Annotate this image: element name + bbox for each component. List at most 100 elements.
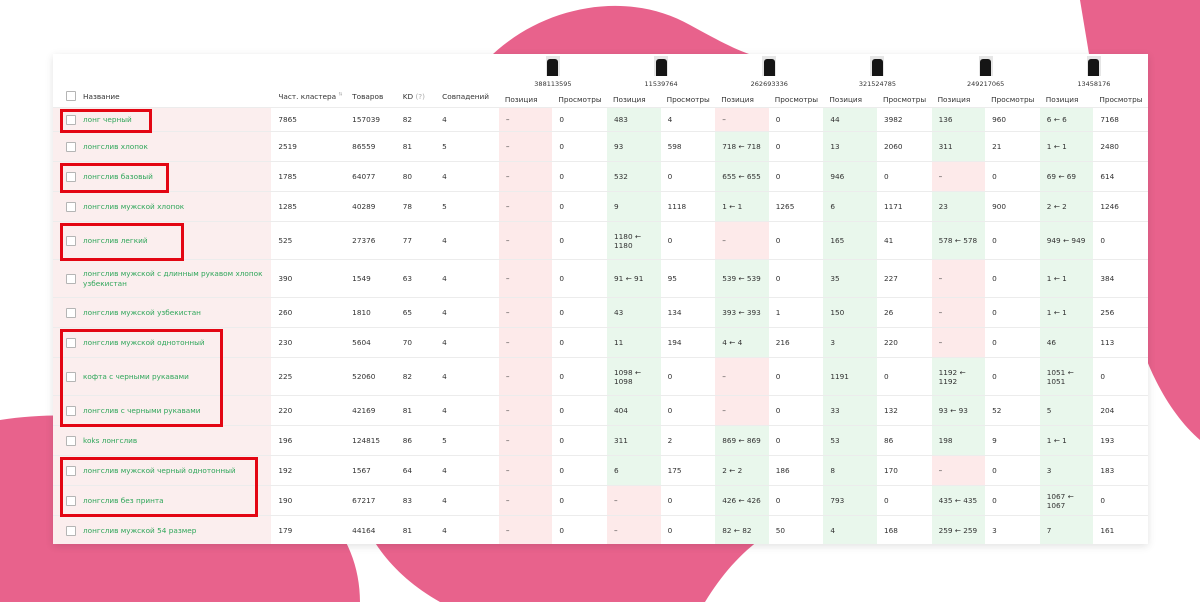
column-header-position[interactable]: Позиция [1039, 92, 1094, 108]
keyword-cell[interactable]: лонгслив базовый [53, 161, 272, 192]
column-header-freq[interactable]: Част. кластера ⇅ [271, 54, 346, 108]
column-header-kd[interactable]: KD (?) [395, 54, 436, 108]
views-cell: 0 [768, 221, 824, 260]
row-checkbox[interactable] [66, 405, 76, 416]
keyword-cell[interactable]: лонгслив мужской хлопок [53, 191, 272, 222]
product-id[interactable]: 13458176 [1077, 80, 1111, 88]
column-header-position[interactable]: Позиция [823, 92, 877, 108]
product-header[interactable]: 321524785 [823, 54, 931, 92]
row-checkbox[interactable] [66, 495, 76, 506]
keyword-cell[interactable]: лонг черный [53, 107, 272, 132]
goods-cell: 5604 [345, 327, 396, 358]
column-header-name-label: Название [83, 91, 120, 101]
position-cell: – [498, 485, 553, 516]
position-cell: 43 [607, 297, 661, 328]
product-thumbnail[interactable] [654, 56, 669, 76]
kd-help-icon[interactable]: (?) [415, 92, 426, 101]
keyword-link[interactable]: лонгслив легкий [83, 235, 148, 245]
keyword-link[interactable]: koks лонгслив [83, 435, 138, 445]
product-header[interactable]: 388113595 [499, 54, 607, 92]
row-checkbox[interactable] [66, 337, 76, 348]
column-header-goods[interactable]: Товаров [345, 54, 396, 108]
column-header-views[interactable]: Просмотры [552, 92, 608, 108]
position-cell: 93 [607, 131, 661, 162]
keyword-cell[interactable]: лонгслив мужской однотонный [53, 327, 272, 358]
views-cell: 50 [768, 515, 824, 544]
row-checkbox[interactable] [66, 307, 76, 318]
row-checkbox[interactable] [66, 435, 76, 446]
keyword-link[interactable]: лонгслив мужской с длинным рукавом хлопо… [83, 268, 263, 288]
keyword-link[interactable]: лонгслив хлопок [83, 141, 148, 151]
product-header[interactable]: 13458176 [1040, 54, 1148, 92]
row-checkbox[interactable] [66, 525, 76, 536]
column-header-name[interactable]: Название [53, 54, 272, 108]
keyword-link[interactable]: лонгслив базовый [83, 171, 153, 181]
keyword-link[interactable]: лонгслив мужской хлопок [83, 201, 185, 211]
column-header-position[interactable]: Позиция [607, 92, 661, 108]
product-thumbnail[interactable] [978, 56, 993, 76]
keyword-link[interactable]: лонгслив мужской 54 размер [83, 525, 197, 535]
position-cell: 655 ← 655 [715, 161, 769, 192]
product-header[interactable]: 262693336 [715, 54, 823, 92]
row-checkbox[interactable] [66, 273, 76, 284]
row-checkbox[interactable] [66, 114, 76, 125]
keyword-cell[interactable]: лонгслив мужской узбекистан [53, 297, 272, 328]
column-header-views[interactable]: Просмотры [985, 92, 1040, 108]
keyword-link[interactable]: лонгслив мужской черный однотонный [83, 465, 236, 475]
product-thumbnail[interactable] [545, 56, 560, 76]
product-header[interactable]: 249217065 [932, 54, 1040, 92]
views-cell: 0 [985, 327, 1040, 358]
views-cell: 3 [985, 515, 1040, 544]
product-header[interactable]: 11539764 [607, 54, 715, 92]
matches-cell: 5 [435, 191, 499, 222]
column-header-position[interactable]: Позиция [498, 92, 553, 108]
position-cell: 532 [607, 161, 661, 192]
goods-cell: 124815 [345, 425, 396, 456]
keyword-cell[interactable]: лонгслив мужской 54 размер [53, 515, 272, 544]
keyword-cell[interactable]: лонгслив легкий [53, 221, 272, 260]
row-checkbox[interactable] [66, 465, 76, 476]
product-thumbnail[interactable] [870, 56, 885, 76]
views-cell: 168 [876, 515, 932, 544]
column-header-position[interactable]: Позиция [931, 92, 986, 108]
product-id[interactable]: 388113595 [534, 80, 572, 88]
product-header-content: 13458176 [1040, 54, 1148, 88]
keyword-cell-content: лонгслив мужской черный однотонный [66, 465, 271, 476]
product-id[interactable]: 262693336 [750, 80, 788, 88]
row-checkbox[interactable] [66, 371, 76, 382]
product-id[interactable]: 11539764 [644, 80, 678, 88]
column-header-views[interactable]: Просмотры [660, 92, 716, 108]
keyword-link[interactable]: лонгслив мужской узбекистан [83, 307, 201, 317]
column-header-position[interactable]: Позиция [715, 92, 769, 108]
views-cell: 614 [1093, 161, 1148, 192]
views-cell: 41 [876, 221, 932, 260]
row-checkbox[interactable] [66, 235, 76, 246]
sort-icon[interactable]: ⇅ [338, 92, 343, 98]
column-header-matches[interactable]: Совпадений [435, 54, 499, 108]
product-id[interactable]: 249217065 [967, 80, 1005, 88]
column-header-views[interactable]: Просмотры [768, 92, 824, 108]
keyword-cell[interactable]: лонгслив без принта [53, 485, 272, 516]
keyword-cell[interactable]: лонгслив хлопок [53, 131, 272, 162]
keyword-link[interactable]: лонгслив мужской однотонный [83, 337, 205, 347]
keyword-link[interactable]: лонгслив без принта [83, 495, 164, 505]
keyword-link[interactable]: кофта с черными рукавами [83, 371, 189, 381]
row-checkbox[interactable] [66, 201, 76, 212]
position-cell: – [931, 455, 986, 486]
row-checkbox[interactable] [66, 141, 76, 152]
keyword-cell[interactable]: лонгслив с черными рукавами [53, 395, 272, 426]
row-checkbox[interactable] [66, 171, 76, 182]
column-header-views[interactable]: Просмотры [1093, 92, 1148, 108]
position-cell: 91 ← 91 [607, 259, 661, 298]
product-id[interactable]: 321524785 [858, 80, 897, 88]
keyword-cell[interactable]: кофта с черными рукавами [53, 357, 272, 396]
keyword-link[interactable]: лонг черный [83, 114, 132, 124]
select-all-checkbox[interactable] [66, 91, 76, 101]
product-thumbnail[interactable] [762, 56, 777, 76]
keyword-cell[interactable]: koks лонгслив [53, 425, 272, 456]
keyword-cell[interactable]: лонгслив мужской с длинным рукавом хлопо… [53, 259, 272, 298]
column-header-views[interactable]: Просмотры [876, 92, 932, 108]
product-thumbnail[interactable] [1086, 56, 1101, 76]
keyword-link[interactable]: лонгслив с черными рукавами [83, 405, 201, 415]
keyword-cell[interactable]: лонгслив мужской черный однотонный [53, 455, 272, 486]
